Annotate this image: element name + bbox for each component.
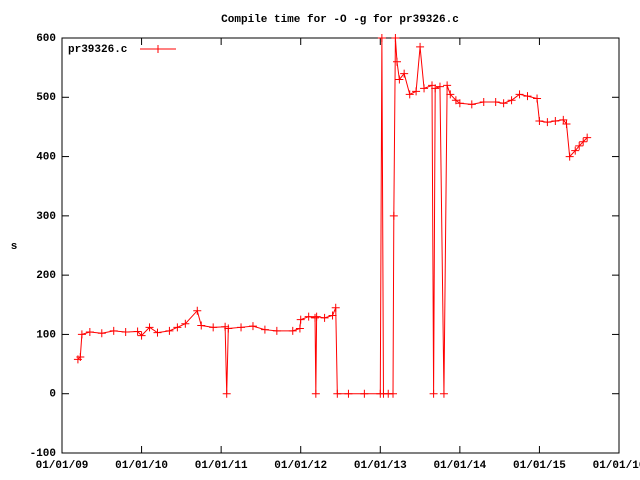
point <box>312 312 321 321</box>
point <box>145 323 154 332</box>
y-tick-label: 100 <box>36 329 56 341</box>
point <box>377 34 386 42</box>
point <box>121 328 130 337</box>
point <box>543 118 552 127</box>
point <box>333 389 342 398</box>
point <box>420 84 429 93</box>
point <box>395 75 404 84</box>
x-tick-label: 01/01/16 <box>593 460 640 472</box>
point <box>272 326 281 335</box>
point <box>222 389 231 398</box>
point <box>405 90 414 99</box>
point <box>181 319 190 328</box>
x-tick-label: 01/01/10 <box>115 460 168 472</box>
point <box>76 352 85 361</box>
point <box>515 90 524 99</box>
point <box>583 133 592 142</box>
x-tick-label: 01/01/12 <box>274 460 327 472</box>
point <box>416 42 425 51</box>
y-tick-label: 500 <box>36 92 56 104</box>
point <box>443 81 452 90</box>
point <box>77 330 86 339</box>
point <box>311 313 320 322</box>
point <box>221 322 230 331</box>
point <box>237 323 246 332</box>
series-line <box>77 37 588 395</box>
point <box>288 326 297 335</box>
point <box>575 141 584 150</box>
point <box>344 389 353 398</box>
point <box>392 57 401 66</box>
x-tick-label: 01/01/11 <box>195 460 248 472</box>
point <box>429 389 438 398</box>
point <box>400 69 409 78</box>
plot-border <box>61 37 620 454</box>
point <box>311 389 320 398</box>
point <box>248 322 257 331</box>
point <box>320 313 329 322</box>
point <box>165 326 174 335</box>
point <box>571 146 580 155</box>
y-tick-label: 0 <box>49 389 56 401</box>
point <box>435 82 444 91</box>
x-tick-label: 01/01/13 <box>354 460 407 472</box>
point <box>97 329 106 338</box>
y-tick-label: 400 <box>36 151 56 163</box>
point <box>431 84 440 93</box>
point <box>446 90 455 99</box>
point <box>479 98 488 107</box>
point <box>412 87 421 96</box>
point <box>224 324 233 333</box>
point <box>360 389 369 398</box>
point <box>559 115 568 124</box>
point <box>193 306 202 315</box>
point <box>389 211 398 220</box>
point <box>491 98 500 107</box>
point <box>153 328 162 337</box>
point <box>109 326 118 335</box>
y-tick-label: -100 <box>30 448 56 460</box>
point <box>209 323 218 332</box>
point <box>137 331 146 340</box>
point <box>579 137 588 146</box>
point <box>439 389 448 398</box>
point <box>389 389 398 398</box>
point <box>551 117 560 125</box>
point <box>296 315 305 324</box>
y-axis-label: s <box>11 241 18 253</box>
point <box>507 96 516 105</box>
point <box>331 303 340 312</box>
point <box>173 323 182 332</box>
point <box>304 312 313 321</box>
legend-swatch <box>140 45 176 53</box>
point <box>85 328 94 337</box>
point <box>499 99 508 108</box>
point <box>328 311 337 320</box>
point <box>535 117 544 125</box>
point <box>455 99 464 108</box>
chart-title: Compile time for -O -g for pr39326.c <box>221 14 459 26</box>
x-tick-label: 01/01/09 <box>36 460 89 472</box>
point <box>391 34 400 42</box>
point <box>467 100 476 109</box>
y-tick-label: 600 <box>36 33 56 45</box>
point <box>533 94 542 103</box>
point <box>260 325 269 334</box>
point <box>523 92 532 101</box>
point <box>133 327 142 336</box>
x-tick-label: 01/01/15 <box>513 460 566 472</box>
point <box>295 324 304 333</box>
legend-label: pr39326.c <box>68 44 127 56</box>
point <box>197 321 206 330</box>
y-tick-label: 200 <box>36 270 56 282</box>
x-tick-label: 01/01/14 <box>433 460 486 472</box>
y-tick-label: 300 <box>36 211 56 223</box>
point <box>565 152 574 161</box>
point <box>562 119 571 128</box>
